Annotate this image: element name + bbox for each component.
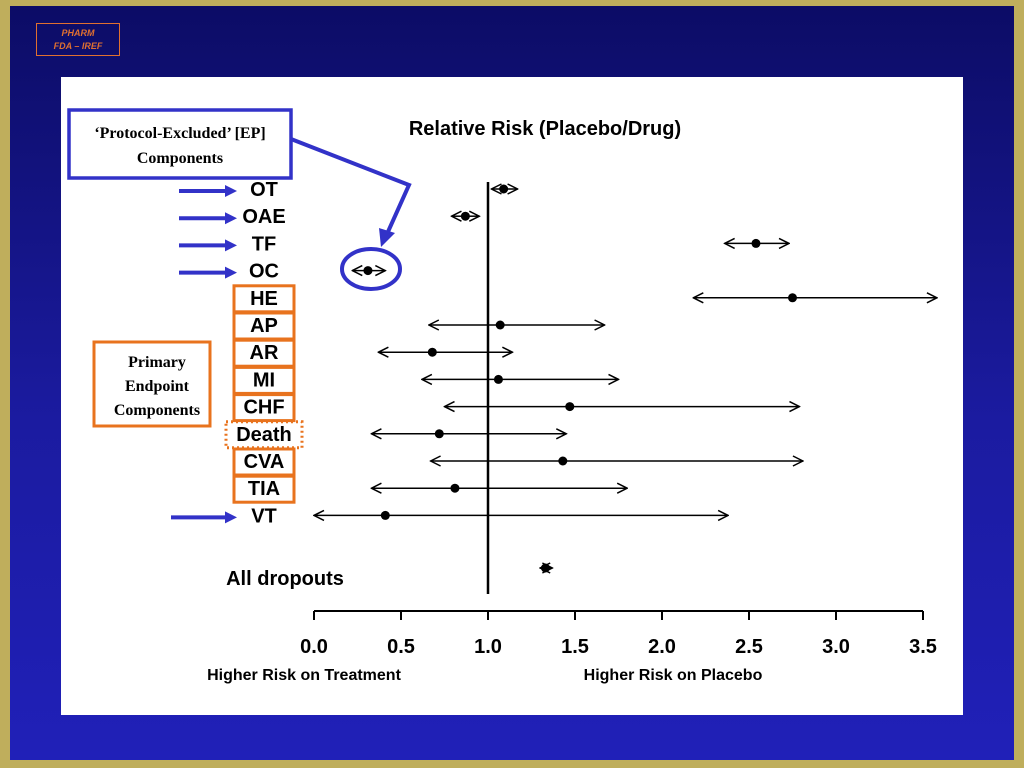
x-tick-label-2: 1.0 [474,636,502,658]
badge-line-1: PHARM [61,28,95,38]
x-tick-label-1: 0.5 [387,636,415,658]
row-point-estimate-6 [427,347,437,357]
protocol-excluded-callout-box [67,108,293,180]
row-label-oae: OAE [242,206,285,228]
protocol-excluded-line-2: Components [137,150,223,167]
row-label-ot: OT [250,179,278,201]
badge-line-2: FDA – IREF [53,41,103,51]
excluded-arrow-head-vt [225,511,237,524]
row-point-estimate-10 [558,456,568,466]
excluded-arrow-head-oae [225,212,237,225]
row-point-estimate-12 [380,510,390,520]
x-tick-label-5: 2.5 [735,636,763,658]
excluded-arrow-head-tf [225,239,237,252]
x-tick-label-3: 1.5 [561,636,589,658]
row-label-tia: TIA [248,478,280,500]
primary-box-chf [232,393,296,423]
x-tick-label-4: 2.0 [648,636,676,658]
summary-point-estimate [540,563,550,573]
row-label-oc: OC [249,261,279,283]
row-point-estimate-4 [788,293,797,303]
row-label-mi: MI [253,369,275,391]
excluded-arrow-head-oc [225,266,237,279]
row-label-tf: TF [252,233,276,255]
x-tick-label-7: 3.5 [909,636,937,658]
row-label-death: Death [236,424,292,446]
primary-endpoint-line-2: Endpoint [125,378,190,395]
callout-connector-arrowhead [379,228,395,247]
row-point-estimate-8 [565,402,575,412]
protocol-excluded-line-1: ‘Protocol-Excluded’ [EP] [94,125,265,142]
row-label-chf: CHF [243,397,284,419]
row-point-estimate-2 [751,238,761,248]
forest-plot: Relative Risk (Placebo/Drug) ‘Protocol-E… [67,108,963,684]
row-point-estimate-3 [363,266,373,276]
agency-badge: PHARM FDA – IREF [36,23,120,56]
row-point-estimate-0 [499,184,509,194]
row-label-ar: AR [250,342,279,364]
chart-title: Relative Risk (Placebo/Drug) [409,118,681,140]
callout-connector-line [290,137,412,235]
x-tick-label-0: 0.0 [300,636,328,658]
row-point-estimate-9 [434,429,444,439]
excluded-arrow-head-ot [225,185,237,197]
row-label-cva: CVA [244,451,285,473]
row-point-estimate-1 [460,211,470,221]
primary-endpoint-callout-box [92,340,212,428]
x-caption-left: Higher Risk on Treatment [207,667,401,684]
summary-label: All dropouts [226,568,344,590]
chart-panel: Relative Risk (Placebo/Drug) ‘Protocol-E… [61,77,963,715]
oc-highlight-circle [340,247,402,291]
primary-endpoint-line-3: Components [114,402,200,419]
row-label-vt: VT [251,505,277,527]
row-point-estimate-11 [450,483,460,493]
x-tick-label-6: 3.0 [822,636,850,658]
row-point-estimate-7 [493,374,503,384]
row-label-he: HE [250,288,278,310]
row-point-estimate-5 [495,320,505,330]
x-caption-right: Higher Risk on Placebo [584,667,763,684]
primary-endpoint-line-1: Primary [128,354,186,371]
row-label-ap: AP [250,315,278,337]
primary-box-tia [232,474,296,504]
